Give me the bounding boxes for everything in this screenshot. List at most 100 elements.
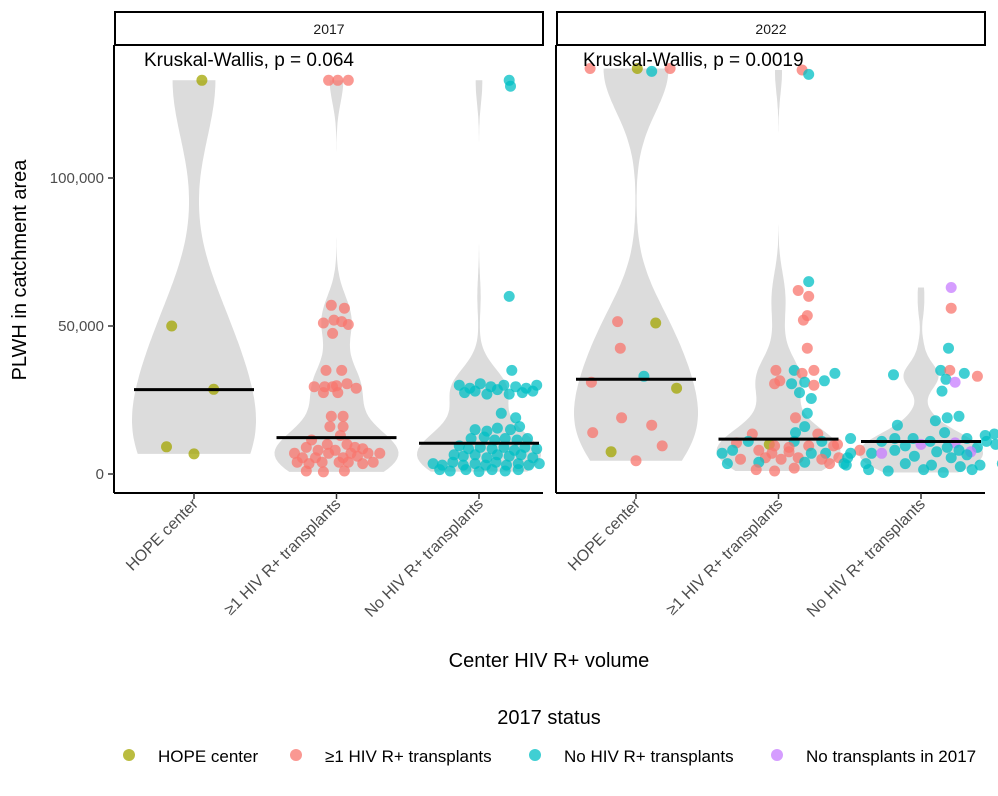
y-tick-label: 0	[96, 466, 104, 483]
data-point	[799, 421, 811, 433]
data-point	[300, 441, 312, 453]
data-point	[469, 385, 481, 397]
data-point	[469, 449, 481, 461]
data-point	[941, 412, 953, 424]
data-point	[891, 419, 903, 431]
data-point	[324, 421, 336, 433]
data-point	[981, 435, 992, 447]
data-point	[940, 373, 952, 385]
data-point	[828, 440, 840, 452]
data-point	[937, 467, 949, 478]
data-point	[342, 319, 354, 330]
data-point	[612, 316, 624, 328]
data-point	[188, 448, 200, 460]
data-point	[460, 464, 472, 476]
data-point	[505, 424, 516, 436]
data-point	[506, 364, 518, 376]
data-point	[338, 465, 350, 477]
data-point	[716, 447, 728, 459]
legend-label: No transplants in 2017	[806, 747, 976, 766]
data-point	[953, 410, 965, 422]
data-point	[616, 412, 628, 424]
data-point	[888, 369, 899, 381]
data-point	[918, 464, 930, 476]
data-point	[308, 381, 320, 393]
data-point	[533, 458, 545, 470]
y-tick-label: 50,000	[58, 318, 104, 335]
data-point	[342, 74, 354, 86]
kruskal-wallis-annotation: Kruskal-Wallis, p = 0.064	[144, 50, 354, 71]
data-point	[786, 378, 798, 390]
y-axis-title: PLWH in catchment area	[9, 159, 31, 381]
data-point	[481, 388, 493, 400]
data-point	[801, 342, 813, 354]
data-point	[863, 464, 875, 476]
data-point	[803, 68, 815, 80]
data-point	[332, 74, 344, 86]
data-point	[333, 456, 345, 468]
data-point	[943, 342, 954, 354]
data-point	[944, 364, 956, 376]
y-tick-label: 100,000	[50, 170, 104, 187]
data-point	[954, 461, 966, 473]
legend-label: No HIV R+ transplants	[564, 747, 734, 766]
data-point	[770, 364, 782, 376]
data-point	[531, 443, 543, 455]
data-point	[161, 441, 172, 453]
legend-title: 2017 status	[497, 707, 600, 729]
data-point	[840, 459, 852, 471]
data-point	[323, 74, 335, 86]
data-point	[523, 459, 535, 471]
data-point	[796, 367, 808, 379]
data-point	[631, 63, 643, 74]
data-point	[357, 458, 369, 470]
data-point	[434, 464, 446, 476]
data-point	[801, 407, 813, 419]
legend-item-hiv-r-transplants: ≥1 HIV R+ transplants	[290, 747, 492, 766]
data-point	[317, 466, 329, 478]
data-point	[945, 452, 957, 464]
data-point	[444, 465, 456, 477]
data-point	[338, 302, 350, 314]
data-point	[990, 438, 998, 450]
x-tick-label: HOPE center	[123, 495, 202, 574]
data-point	[334, 430, 346, 441]
data-point	[323, 447, 335, 459]
violin-layer	[132, 80, 541, 472]
data-point	[671, 382, 683, 394]
data-point	[486, 464, 498, 476]
data-point	[512, 464, 524, 476]
kruskal-wallis-annotation: Kruskal-Wallis, p = 0.0019	[583, 50, 804, 71]
data-point	[788, 462, 800, 474]
legend-swatch	[123, 749, 135, 761]
data-point	[320, 364, 332, 376]
legend-label: ≥1 HIV R+ transplants	[325, 747, 492, 766]
panel-2022: Kruskal-Wallis, p = 0.0019	[574, 50, 998, 478]
data-point	[664, 63, 676, 74]
data-point	[792, 285, 804, 296]
data-point	[514, 421, 526, 433]
data-point	[505, 80, 516, 92]
data-point	[794, 387, 805, 399]
data-point	[818, 375, 830, 387]
data-point	[341, 378, 353, 390]
median-layer	[134, 388, 539, 445]
data-point	[510, 412, 522, 424]
x-tick-label: No HIV R+ transplants	[804, 496, 929, 621]
data-point	[936, 385, 948, 397]
data-point	[790, 427, 801, 439]
data-point	[499, 433, 511, 444]
data-point	[587, 427, 599, 439]
data-point	[783, 446, 795, 458]
data-point	[459, 387, 471, 399]
legend: 2017 status HOPE center ≥1 HIV R+ transp…	[123, 707, 976, 766]
data-point	[646, 65, 658, 77]
x-axis-title: Center HIV R+ volume	[449, 650, 650, 672]
data-point	[469, 424, 481, 436]
violin-layer	[574, 68, 983, 473]
legend-swatch	[290, 749, 302, 761]
facet-strip-label: 2022	[755, 21, 786, 37]
data-point	[327, 327, 339, 339]
median-layer	[576, 377, 981, 443]
